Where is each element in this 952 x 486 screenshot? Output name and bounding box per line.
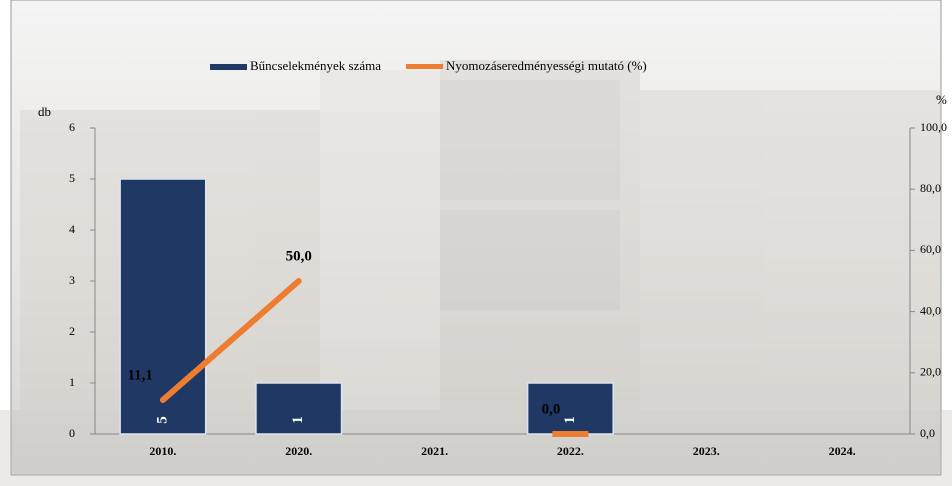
legend-swatch <box>210 64 247 70</box>
y2-axis-title: % <box>936 92 947 107</box>
y-tick-label: 1 <box>69 375 75 389</box>
bar <box>528 383 614 434</box>
legend-swatch <box>406 64 443 69</box>
x-tick-label: 2020. <box>285 444 312 458</box>
line-value-label: 11,1 <box>127 367 152 383</box>
line-point <box>552 431 588 437</box>
y2-tick-label: 80,0 <box>920 181 941 195</box>
y2-tick-label: 100,0 <box>920 120 947 134</box>
x-tick-label: 2024. <box>829 444 856 458</box>
y-tick-label: 2 <box>69 324 75 338</box>
y2-tick-label: 20,0 <box>920 365 941 379</box>
bar-value-label: 5 <box>154 416 170 424</box>
bar <box>120 179 206 434</box>
y2-tick-label: 60,0 <box>920 242 941 256</box>
legend-label: Bűncselekmények száma <box>250 58 381 73</box>
y-tick-label: 6 <box>69 120 75 134</box>
y-tick-label: 0 <box>69 426 75 440</box>
bar-value-label: 1 <box>562 416 578 424</box>
line-value-label: 0,0 <box>542 401 561 417</box>
y-axis-title: db <box>38 104 51 119</box>
bar-value-label: 1 <box>290 416 306 424</box>
bar <box>256 383 342 434</box>
y-tick-label: 5 <box>69 171 75 185</box>
y-tick-label: 4 <box>69 222 75 236</box>
x-tick-label: 2022. <box>557 444 584 458</box>
legend-label: Nyomozáseredményességi mutató (%) <box>446 58 647 73</box>
x-tick-label: 2021. <box>421 444 448 458</box>
x-tick-label: 2010. <box>149 444 176 458</box>
line-value-label: 50,0 <box>286 248 312 264</box>
y2-tick-label: 40,0 <box>920 303 941 317</box>
x-tick-label: 2023. <box>693 444 720 458</box>
y-tick-label: 3 <box>69 273 75 287</box>
chart: db % 01234560,020,040,060,080,0100,02010… <box>0 0 952 486</box>
y2-tick-label: 0,0 <box>920 426 935 440</box>
